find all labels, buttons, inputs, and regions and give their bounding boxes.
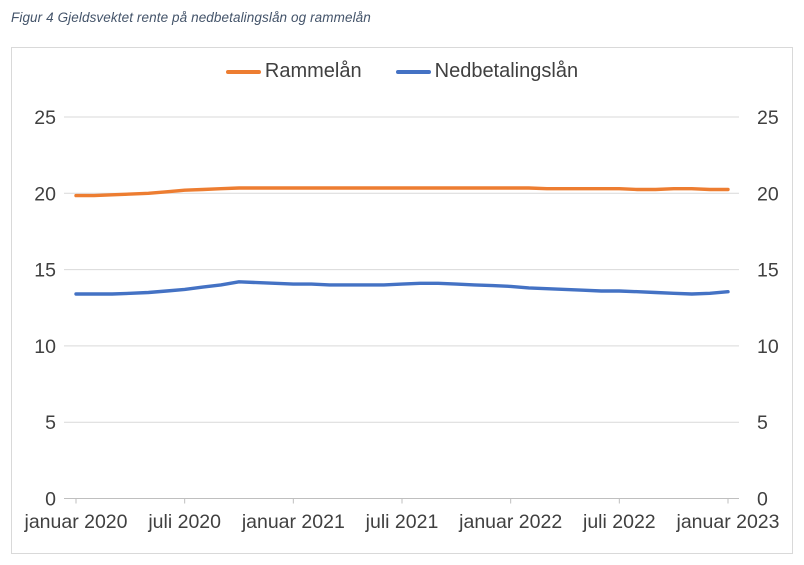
legend-line-swatch-nedbetalingslan bbox=[395, 69, 431, 74]
legend-label-rammelan: Rammelån bbox=[264, 60, 362, 82]
legend-label-nedbetalingslan: Nedbetalingslån bbox=[434, 60, 579, 82]
y-axis-label-left-10: 10 bbox=[34, 336, 56, 358]
chart-legend: Rammelån Nedbetalingslån bbox=[12, 60, 792, 83]
y-axis-label-left-20: 20 bbox=[34, 183, 56, 205]
legend-line-swatch-rammelan bbox=[225, 69, 261, 74]
x-axis-label-0: januar 2020 bbox=[23, 511, 127, 533]
legend-item-rammelan[interactable]: Rammelån bbox=[225, 60, 362, 83]
series-line-nedbetalingslån bbox=[74, 280, 730, 296]
y-axis-label-right-20: 20 bbox=[757, 183, 779, 205]
x-axis-label-4: januar 2022 bbox=[458, 511, 562, 533]
x-axis-label-1: juli 2020 bbox=[147, 511, 221, 533]
y-axis-label-right-0: 0 bbox=[757, 489, 768, 511]
x-axis-label-2: januar 2021 bbox=[241, 511, 345, 533]
x-axis-label-3: juli 2021 bbox=[365, 511, 439, 533]
y-axis-label-left-0: 0 bbox=[45, 489, 56, 511]
y-axis-label-right-10: 10 bbox=[757, 336, 779, 358]
chart-container: Rammelån Nedbetalingslån 0 0 5 5 10 10 15 15 20 2… bbox=[11, 47, 793, 554]
y-axis-label-right-25: 25 bbox=[757, 107, 779, 129]
y-axis-label-left-25: 25 bbox=[34, 107, 56, 129]
plot-area: 0 0 5 5 10 10 15 15 20 20 25 25 januar 2020 juli 2020… bbox=[23, 107, 779, 533]
x-axis-label-5: juli 2022 bbox=[582, 511, 656, 533]
y-axis-label-right-5: 5 bbox=[757, 412, 768, 434]
y-axis-label-left-5: 5 bbox=[45, 412, 56, 434]
y-axis-label-right-15: 15 bbox=[757, 260, 779, 282]
x-axis-label-6: januar 2023 bbox=[675, 511, 779, 533]
legend-item-nedbetalingslan[interactable]: Nedbetalingslån bbox=[395, 60, 579, 83]
y-axis-label-left-15: 15 bbox=[34, 260, 56, 282]
chart-caption: Figur 4 Gjeldsvektet rente på nedbetalin… bbox=[11, 10, 371, 25]
series-line-rammelån bbox=[74, 186, 730, 198]
